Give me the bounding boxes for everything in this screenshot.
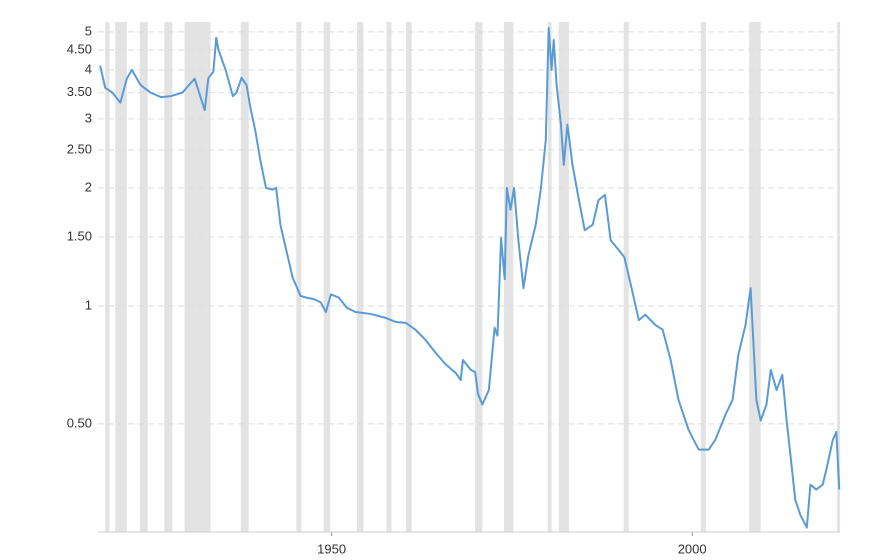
shaded-period <box>115 22 127 532</box>
shaded-period <box>558 22 569 532</box>
x-tick-label: 1950 <box>317 541 346 556</box>
shaded-period <box>700 22 706 532</box>
y-tick-label: 4.50 <box>67 41 92 56</box>
shaded-period <box>240 22 249 532</box>
y-tick-label: 1.50 <box>67 228 92 243</box>
data-line <box>99 26 841 529</box>
y-tick-label: 0.50 <box>67 415 92 430</box>
shaded-period <box>139 22 148 532</box>
y-tick-label: 3.50 <box>67 84 92 99</box>
shaded-period <box>405 22 412 532</box>
shaded-period <box>105 22 110 532</box>
shaded-period <box>386 22 392 532</box>
shaded-period <box>503 22 514 532</box>
y-tick-label: 1 <box>85 297 92 312</box>
shaded-period <box>184 22 211 532</box>
x-tick-label: 2000 <box>678 541 707 556</box>
y-tick-label: 2 <box>85 179 92 194</box>
y-tick-label: 4 <box>85 61 92 76</box>
y-tick-label: 3 <box>85 110 92 125</box>
shaded-period <box>356 22 364 532</box>
shaded-period <box>749 22 761 532</box>
y-tick-label: 5 <box>85 23 92 38</box>
shaded-period <box>547 22 552 532</box>
shaded-period <box>475 22 483 532</box>
shaded-period <box>837 22 841 532</box>
shaded-period <box>623 22 629 532</box>
shaded-period <box>296 22 302 532</box>
y-tick-label: 2.50 <box>67 141 92 156</box>
shaded-period <box>323 22 331 532</box>
shaded-period <box>164 22 173 532</box>
